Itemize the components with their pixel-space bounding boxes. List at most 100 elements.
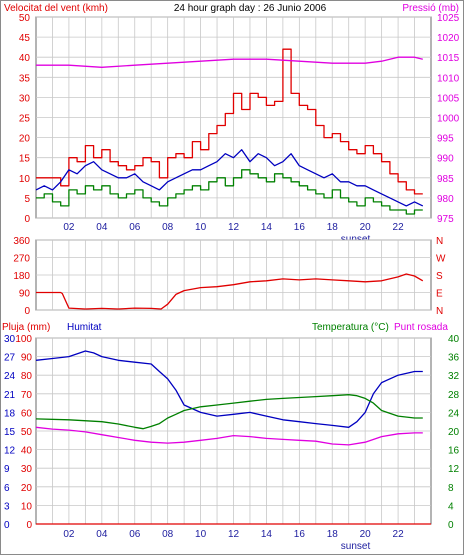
- rain-tick-label: 21: [4, 390, 16, 401]
- temperature-tick-label: 28: [448, 390, 460, 401]
- wind-tick-label: 30: [19, 93, 31, 104]
- rain-tick-label: 3: [4, 501, 10, 512]
- temperature-axis-title: Temperatura (°C): [312, 322, 389, 333]
- x-tick-label: 14: [261, 529, 273, 540]
- humidity-tick-label: 70: [21, 390, 33, 401]
- x-tick-label: 08: [162, 222, 174, 233]
- temperature-tick-label: 8: [448, 483, 454, 494]
- temperature-tick-label: 0: [448, 520, 454, 531]
- wind-tick-label: 35: [19, 73, 31, 84]
- x-tick-label: 10: [195, 222, 207, 233]
- x-tick-label: 08: [162, 529, 174, 540]
- pressure-tick-label: 1025: [437, 13, 460, 24]
- x-tick-label: 20: [360, 222, 372, 233]
- climate-line-2: [35, 426, 423, 446]
- rain-tick-label: 0: [4, 520, 10, 531]
- pressure-tick-label: 1010: [437, 73, 460, 84]
- wind-tick-label: 40: [19, 53, 31, 64]
- humidity-tick-label: 40: [21, 446, 33, 457]
- pressure-tick-label: 1000: [437, 114, 460, 125]
- direction-tick-label: 360: [13, 236, 30, 247]
- compass-label: S: [436, 271, 443, 282]
- direction-tick-label: 180: [13, 271, 30, 282]
- wind-tick-label: 10: [19, 174, 31, 185]
- rain-tick-label: 9: [4, 464, 10, 475]
- pressure-tick-label: 1005: [437, 93, 460, 104]
- temperature-tick-label: 20: [448, 427, 460, 438]
- x-tick-label: 12: [228, 529, 240, 540]
- climate-line-1: [35, 394, 423, 430]
- rain-tick-label: 30: [4, 334, 16, 345]
- x-tick-label: 16: [294, 222, 306, 233]
- x-tick-label: 06: [129, 529, 141, 540]
- x-tick-label: 04: [96, 529, 108, 540]
- wind-title: Velocitat del vent (kmh): [4, 3, 108, 14]
- series-line-2: [36, 169, 423, 215]
- direction-line-0: [36, 273, 424, 310]
- compass-label: E: [436, 289, 443, 300]
- humidity-tick-label: 20: [21, 483, 33, 494]
- humidity-tick-label: 100: [15, 334, 32, 345]
- humidity-tick-label: 0: [26, 520, 32, 531]
- rain-tick-label: 24: [4, 371, 16, 382]
- x-tick-label: 22: [393, 529, 405, 540]
- temperature-tick-label: 24: [448, 408, 460, 419]
- wind-tick-label: 20: [19, 134, 31, 145]
- pressure-tick-label: 975: [437, 214, 454, 225]
- x-tick-label: 02: [63, 222, 75, 233]
- compass-label: N: [436, 306, 443, 317]
- x-tick-label: 18: [327, 529, 339, 540]
- wind-tick-label: 25: [19, 114, 31, 125]
- direction-tick-label: 0: [24, 306, 30, 317]
- humidity-tick-label: 90: [21, 353, 33, 364]
- temperature-tick-label: 40: [448, 334, 460, 345]
- wind-tick-label: 5: [24, 194, 30, 205]
- temperature-tick-label: 12: [448, 464, 460, 475]
- rain-tick-label: 18: [4, 408, 16, 419]
- pressure-tick-label: 985: [437, 174, 454, 185]
- temperature-tick-label: 36: [448, 353, 460, 364]
- temperature-tick-label: 4: [448, 501, 454, 512]
- humidity-tick-label: 80: [21, 371, 33, 382]
- humidity-temperature-panel: 0369121518212427300102030405060708090100…: [4, 334, 460, 552]
- wind-tick-label: 45: [19, 33, 31, 44]
- x-tick-label: 10: [195, 529, 207, 540]
- wind-tick-label: 0: [24, 214, 30, 225]
- humidity-tick-label: 10: [21, 501, 33, 512]
- rain-axis-title: Pluja (mm): [2, 322, 50, 333]
- humidity-axis-title: Humitat: [67, 322, 102, 333]
- humidity-tick-label: 50: [21, 427, 33, 438]
- series-line-0: [36, 48, 423, 195]
- series-line-3: [36, 56, 423, 68]
- sunset-label: sunset: [341, 541, 371, 552]
- rain-tick-label: 15: [4, 427, 16, 438]
- rain-tick-label: 12: [4, 446, 16, 457]
- direction-tick-label: 90: [19, 289, 31, 300]
- direction-tick-label: 270: [13, 254, 30, 265]
- x-tick-label: 14: [261, 222, 273, 233]
- pressure-tick-label: 1020: [437, 33, 460, 44]
- x-tick-label: 04: [96, 222, 108, 233]
- x-tick-label: 02: [63, 529, 75, 540]
- climate-line-0: [35, 350, 423, 428]
- series-line-1: [35, 149, 424, 207]
- temperature-tick-label: 32: [448, 371, 460, 382]
- wind-pressure-panel: 0510152025303540455097598098599099510001…: [19, 13, 460, 245]
- x-tick-label: 16: [294, 529, 306, 540]
- humidity-tick-label: 30: [21, 464, 33, 475]
- x-tick-label: 20: [360, 529, 372, 540]
- rain-tick-label: 27: [4, 353, 16, 364]
- humidity-tick-label: 60: [21, 408, 33, 419]
- wind-tick-label: 50: [19, 13, 31, 24]
- compass-label: N: [436, 236, 443, 247]
- temperature-tick-label: 16: [448, 446, 460, 457]
- wind-tick-label: 15: [19, 154, 31, 165]
- compass-label: W: [436, 254, 446, 265]
- x-tick-label: 06: [129, 222, 141, 233]
- pressure-title: Pressió (mb): [402, 3, 459, 14]
- pressure-tick-label: 980: [437, 194, 454, 205]
- x-tick-label: 18: [327, 222, 339, 233]
- x-tick-label: 22: [393, 222, 405, 233]
